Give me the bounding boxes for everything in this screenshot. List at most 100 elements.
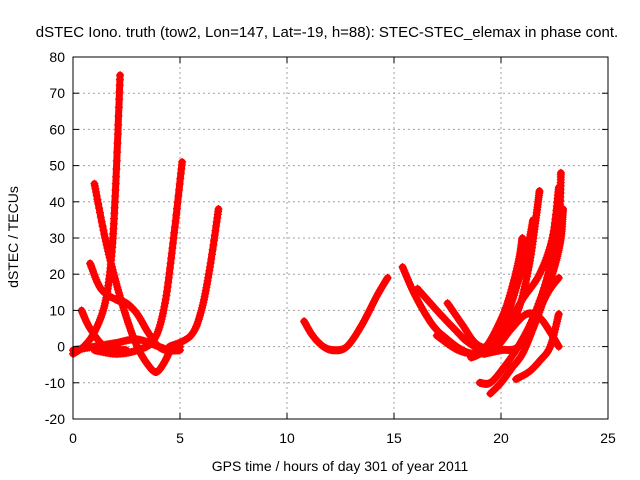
- data-point-marker: [172, 210, 181, 219]
- data-point-marker: [214, 205, 223, 214]
- data-point-marker: [520, 282, 529, 291]
- data-point-marker: [191, 324, 200, 333]
- data-point-marker: [520, 345, 529, 354]
- data-point-marker: [536, 303, 545, 312]
- data-point-marker: [115, 95, 124, 104]
- data-point-marker: [113, 139, 122, 148]
- data-point-marker: [545, 344, 554, 353]
- data-point-marker: [99, 226, 108, 235]
- data-point-marker: [209, 240, 218, 249]
- data-point-marker: [164, 278, 173, 287]
- data-point-marker: [517, 266, 526, 275]
- data-point-marker: [174, 191, 183, 200]
- data-point-marker: [113, 148, 122, 157]
- y-tick-label: 30: [49, 230, 65, 246]
- data-point-marker: [95, 317, 104, 326]
- data-point-marker: [171, 217, 180, 226]
- data-point-marker: [518, 264, 527, 273]
- data-point-marker: [399, 265, 408, 274]
- data-point-marker: [95, 204, 104, 213]
- x-tick-label: 10: [279, 430, 295, 446]
- data-point-marker: [538, 298, 547, 307]
- data-point-marker: [160, 302, 169, 311]
- y-tick-label: 50: [49, 158, 65, 174]
- data-point-marker: [162, 287, 171, 296]
- data-point-marker: [112, 156, 121, 165]
- data-point-marker: [205, 262, 214, 271]
- x-tick-label: 15: [386, 430, 402, 446]
- data-point-marker: [369, 297, 378, 306]
- data-point-marker: [100, 230, 109, 239]
- tick-layer: 0 5 10 15 20 25 -20 -10 0 10 20 30 40 50 60 70 80: [45, 49, 616, 446]
- data-point-marker: [95, 208, 104, 217]
- data-point-marker: [171, 340, 180, 349]
- x-tick-label: 20: [493, 430, 509, 446]
- data-point-marker: [210, 231, 219, 240]
- data-point-marker: [161, 295, 170, 304]
- data-point-marker: [176, 346, 184, 355]
- series-arc17: [467, 215, 538, 362]
- data-point-marker: [554, 310, 563, 319]
- data-point-marker: [192, 322, 201, 331]
- series-arc16: [511, 310, 563, 384]
- data-point-marker: [194, 317, 203, 326]
- x-tick-label: 25: [600, 430, 616, 446]
- data-point-marker: [554, 342, 563, 351]
- x-tick-label: 5: [176, 430, 184, 446]
- data-point-marker: [122, 346, 131, 355]
- data-point-marker: [87, 263, 96, 272]
- data-point-marker: [175, 179, 184, 188]
- series-arc7: [165, 205, 223, 351]
- data-point-marker: [383, 273, 392, 282]
- data-point-marker: [210, 236, 219, 245]
- data-point-marker: [533, 309, 542, 318]
- y-axis-title: dSTEC / TECUs: [5, 186, 21, 288]
- data-point-marker: [207, 250, 216, 259]
- y-tick-label: 80: [49, 49, 65, 65]
- chart-title: dSTEC Iono. truth (tow2, Lon=147, Lat=-1…: [36, 24, 618, 41]
- data-point-marker: [207, 254, 216, 263]
- data-point-marker: [522, 341, 531, 350]
- data-point-marker: [173, 198, 182, 207]
- data-point-marker: [422, 311, 431, 320]
- data-point-marker: [91, 187, 100, 196]
- data-point-marker: [533, 274, 542, 283]
- data-point-marker: [114, 120, 123, 129]
- data-point-marker: [358, 319, 367, 328]
- data-point-marker: [535, 305, 544, 314]
- data-point-marker: [372, 291, 381, 300]
- data-point-marker: [116, 71, 125, 80]
- data-point-marker: [516, 269, 525, 278]
- data-point-marker: [212, 222, 221, 231]
- y-tick-label: -10: [45, 375, 65, 391]
- data-point-marker: [178, 157, 187, 166]
- series-arc6: [77, 306, 131, 355]
- data-point-marker: [537, 301, 546, 310]
- data-point-marker: [540, 294, 549, 303]
- data-point-marker: [98, 222, 107, 231]
- series-layer: [69, 71, 568, 398]
- x-tick-label: 0: [69, 430, 77, 446]
- data-point-marker: [211, 226, 220, 235]
- y-tick-label: 70: [49, 85, 65, 101]
- series-arc8: [300, 273, 392, 355]
- data-point-marker: [535, 186, 544, 195]
- data-point-marker: [370, 295, 379, 304]
- data-point-marker: [559, 205, 568, 214]
- data-point-marker: [205, 266, 214, 275]
- data-point-marker: [492, 332, 501, 341]
- data-point-marker: [101, 234, 110, 242]
- y-tick-label: 60: [49, 121, 65, 137]
- data-point-marker: [177, 337, 186, 346]
- data-point-marker: [175, 338, 184, 347]
- data-point-marker: [114, 111, 123, 120]
- data-point-marker: [113, 129, 122, 138]
- data-point-marker: [516, 271, 525, 280]
- data-point-marker: [112, 165, 121, 174]
- data-point-marker: [517, 338, 526, 347]
- y-tick-label: 40: [49, 194, 65, 210]
- data-point-marker: [208, 245, 217, 254]
- data-point-marker: [170, 228, 179, 237]
- data-point-marker: [159, 306, 168, 315]
